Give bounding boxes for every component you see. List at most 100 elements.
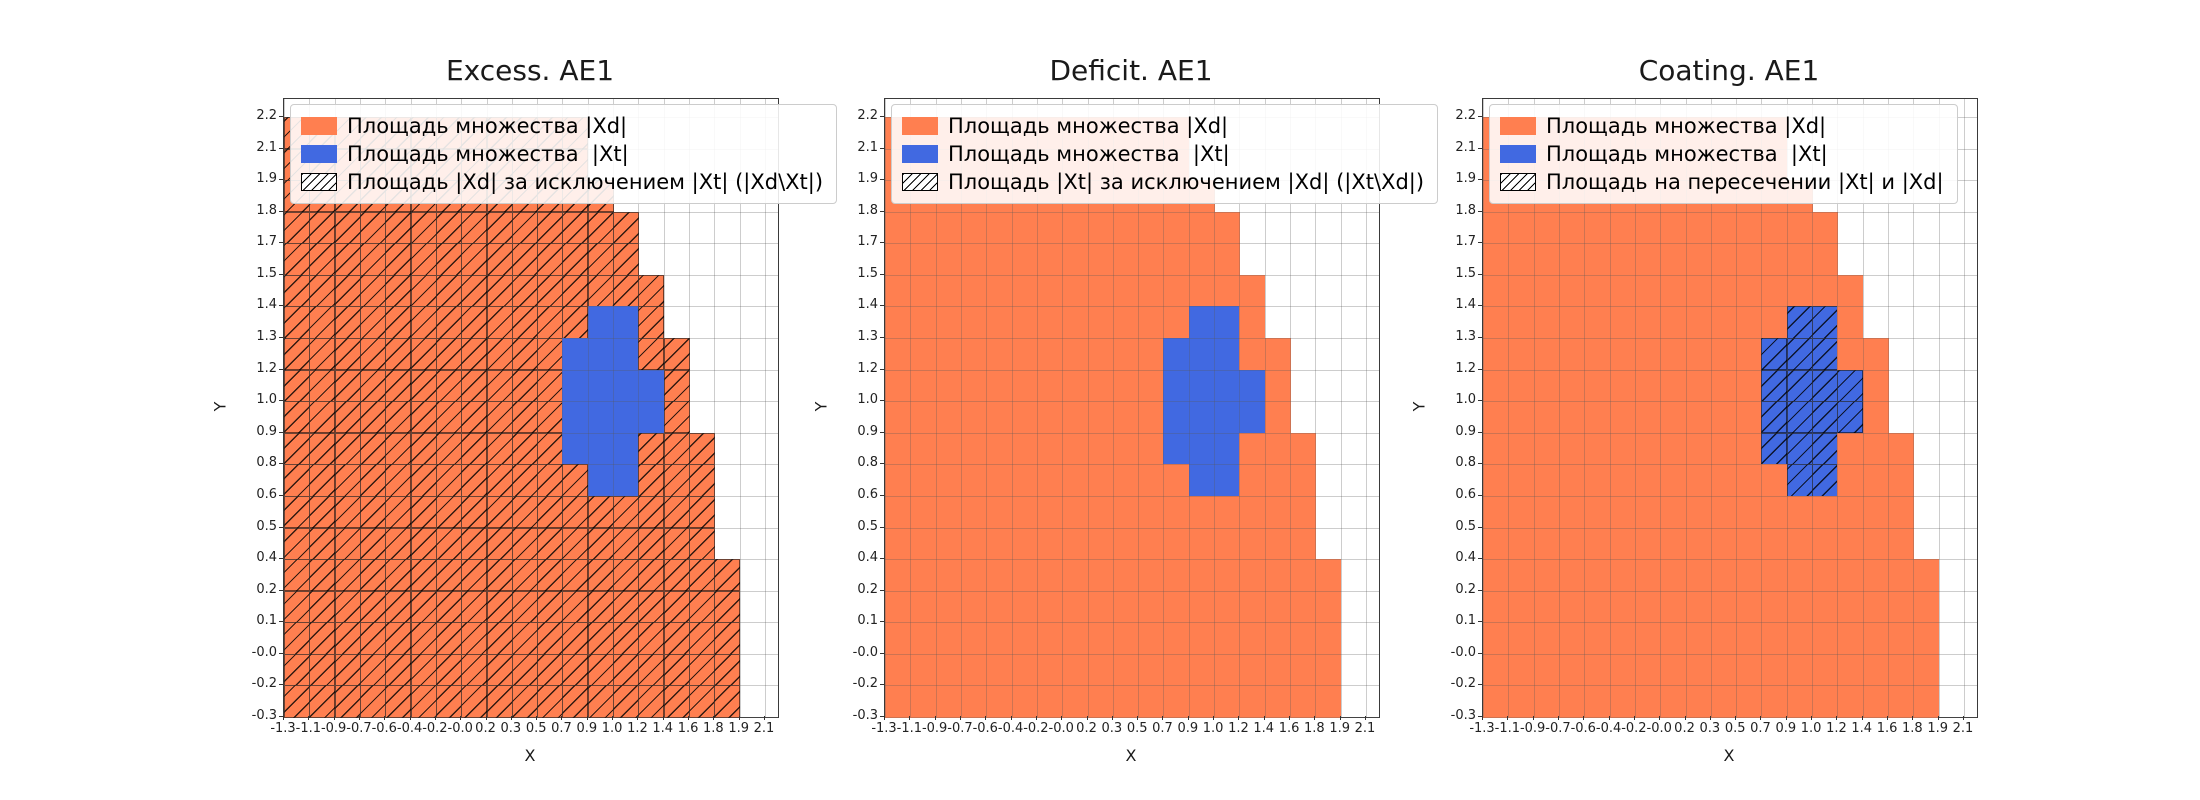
y-tick-label: 0.1 [256, 613, 277, 629]
x-tick-mark [662, 716, 664, 720]
grid-cell [587, 464, 614, 497]
y-tick-label: 0.9 [256, 423, 277, 439]
grid-cell [1558, 464, 1585, 497]
x-tick-label: -0.4 [997, 721, 1024, 736]
grid-cell [1290, 495, 1317, 529]
grid-cell [910, 495, 937, 529]
y-tick-mark [880, 621, 884, 623]
grid-cell [1062, 369, 1089, 402]
grid-cell [1812, 432, 1839, 466]
grid-cell [1685, 559, 1712, 592]
grid-cell [885, 274, 912, 308]
grid-cell [461, 432, 488, 466]
grid-cell [885, 243, 912, 276]
grid-cell [1011, 653, 1038, 687]
x-tick-mark [959, 716, 961, 720]
grid-cell [1584, 211, 1611, 244]
y-tick-mark [880, 589, 884, 591]
grid-cell [885, 527, 912, 560]
grid-cell [1112, 211, 1139, 244]
grid-cell [1163, 243, 1190, 276]
y-tick-label: 2.2 [256, 108, 277, 123]
x-tick-label: 1.8 [1902, 721, 1923, 736]
grid-cell [461, 590, 488, 623]
grid-cell [986, 401, 1013, 434]
grid-cell [1315, 653, 1342, 687]
grid-cell [562, 369, 589, 402]
grid-cell [1736, 432, 1763, 466]
grid-cell [935, 306, 962, 339]
y-tick-mark [279, 400, 283, 402]
grid-cell [1888, 622, 1915, 655]
y-tick-label: 0.8 [256, 455, 277, 471]
grid-cell [385, 685, 412, 718]
grid-cell [1837, 622, 1864, 655]
grid-cell [1483, 653, 1510, 687]
y-tick-label: 1.5 [1455, 265, 1476, 281]
grid-cell [1239, 464, 1266, 497]
grid-cell [1736, 243, 1763, 276]
grid-cell [587, 338, 614, 371]
grid-cell [1264, 464, 1291, 497]
grid-cell [1188, 401, 1215, 434]
grid-cell [385, 369, 412, 402]
y-tick-mark [880, 463, 884, 465]
grid-cell [1188, 432, 1215, 466]
y-tick-mark [279, 242, 283, 244]
y-tick-mark [880, 179, 884, 181]
grid-cell [385, 306, 412, 339]
y-tick-mark [279, 494, 283, 496]
x-tick-mark [434, 716, 436, 720]
grid-cell [1634, 243, 1661, 276]
y-tick-label: 0.5 [1455, 518, 1476, 534]
grid-cell [410, 369, 437, 402]
grid-cell [1888, 685, 1915, 718]
grid-cell [410, 559, 437, 592]
grid-cell [638, 432, 665, 466]
grid-cell [885, 369, 912, 402]
grid-cell [1036, 211, 1063, 244]
grid-cell [885, 401, 912, 434]
grid-cell [1264, 622, 1291, 655]
grid-cell [486, 306, 513, 339]
grid-cell [410, 211, 437, 244]
x-tick-mark [308, 716, 310, 720]
grid-cell [1112, 369, 1139, 402]
y-tick-label: -0.0 [251, 644, 277, 660]
grid-cell [1634, 211, 1661, 244]
y-tick-label: -0.0 [1450, 644, 1476, 660]
grid-cell [1036, 622, 1063, 655]
grid-cell [461, 495, 488, 529]
grid-cell [638, 653, 665, 687]
x-tick-label: 2.1 [1952, 721, 1974, 736]
grid-cell [1188, 211, 1215, 244]
grid-cell [1508, 211, 1535, 244]
grid-cell [689, 590, 716, 623]
legend-label: Площадь |Xt| за исключением |Xd| (|Xt\Xd… [948, 170, 1425, 194]
grid-cell [1558, 685, 1585, 718]
grid-cell [1609, 369, 1636, 402]
grid-cell [1214, 495, 1241, 529]
grid-cell [1584, 274, 1611, 308]
y-tick-label: 0.5 [256, 518, 277, 534]
grid-cell [1112, 432, 1139, 466]
grid-cell [461, 685, 488, 718]
grid-cell [1214, 464, 1241, 497]
grid-cell [1112, 464, 1139, 497]
x-tick-label: -0.0 [1646, 721, 1672, 736]
grid-cell [1710, 590, 1737, 623]
grid-cell [1584, 685, 1611, 718]
grid-cell [1634, 338, 1661, 371]
grid-cell [663, 527, 690, 560]
grid-cell [613, 274, 640, 308]
grid-cell [1812, 622, 1839, 655]
grid-cell [1812, 211, 1839, 244]
grid-cell [714, 622, 741, 655]
grid-cell [1558, 590, 1585, 623]
grid-cell [1087, 622, 1114, 655]
y-tick-label: 1.3 [256, 329, 277, 345]
legend-item-hatch: Площадь |Xd| за исключением |Xt| (|Xd\Xt… [301, 168, 823, 196]
legend-item-xt: Площадь множества |Xt| [902, 140, 1424, 168]
grid-cell [1138, 653, 1165, 687]
y-tick-labels: 2.2 2.1 1.9 1.8 1.7 1.5 1.4 1.3 1.2 1.0 0.9 0.8 0.6 0… [193, 50, 277, 795]
